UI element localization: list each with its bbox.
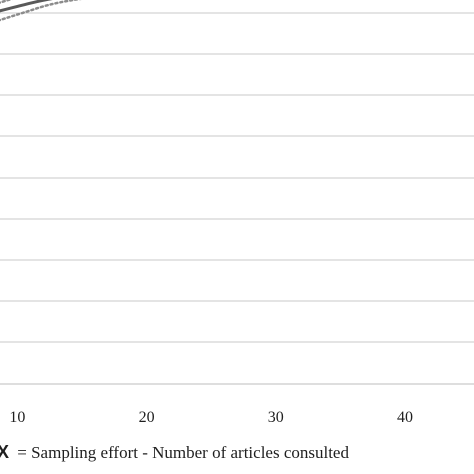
series-line-ci bbox=[0, 0, 82, 22]
x-axis-label-text: = Sampling effort - Number of articles c… bbox=[17, 443, 349, 462]
x-tick-labels: 10 20 30 40 bbox=[9, 409, 413, 426]
x-tick-label: 10 bbox=[9, 409, 25, 426]
x-axis-label: X = Sampling effort - Number of articles… bbox=[0, 442, 349, 462]
x-tick-label: 20 bbox=[139, 409, 155, 426]
series-line-mean bbox=[0, 0, 53, 13]
series-layer bbox=[0, 0, 82, 22]
x-tick-label: 40 bbox=[397, 409, 413, 426]
x-axis-label-symbol: X bbox=[0, 442, 9, 462]
x-tick-label: 30 bbox=[268, 409, 284, 426]
gridlines bbox=[0, 12, 474, 343]
